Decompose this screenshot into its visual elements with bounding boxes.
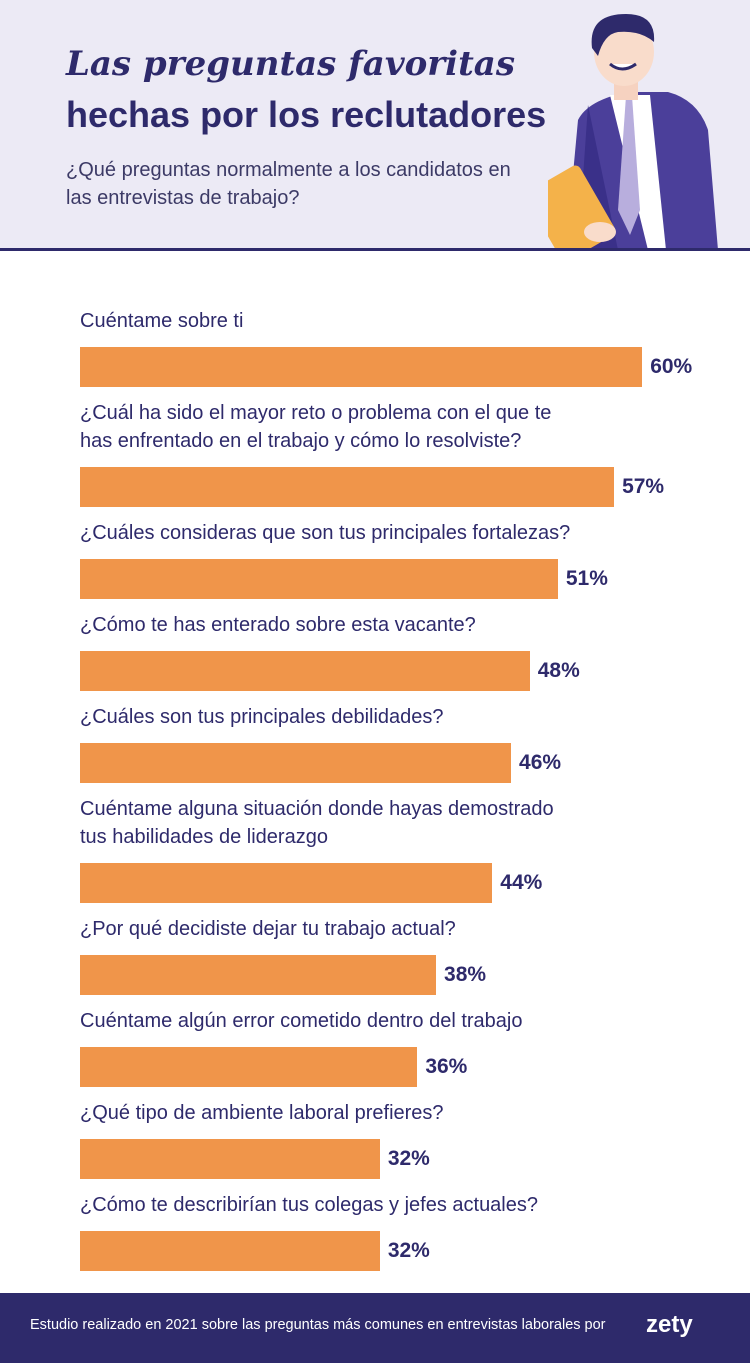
bar	[80, 651, 530, 691]
bar-row: 44%	[80, 863, 730, 903]
category-label: ¿Por qué decidiste dejar tu trabajo actu…	[80, 918, 456, 940]
bar-row: 60%	[80, 347, 730, 387]
bar-row: 32%	[80, 1139, 730, 1179]
bar-row: 38%	[80, 955, 730, 995]
chart-title: hechas por los reclutadores	[66, 94, 547, 135]
bar	[80, 743, 512, 783]
footer: Estudio realizado en 2021 sobre las preg…	[0, 1293, 750, 1363]
bar-chart: Cuéntame sobre ti 60% ¿Cuál ha sido el may…	[80, 307, 730, 1283]
value-label: 36%	[425, 1055, 468, 1078]
bar-row: 57%	[80, 467, 730, 507]
bar	[80, 467, 615, 507]
category-label: ¿Qué tipo de ambiente laboral prefieres?	[80, 1102, 444, 1124]
category-label: ¿Cómo te describirían tus colegas y jefe…	[80, 1194, 538, 1216]
value-label: 57%	[622, 475, 665, 498]
bar	[80, 1139, 380, 1179]
value-label: 60%	[650, 355, 693, 378]
value-label: 46%	[519, 751, 562, 774]
category-label: ¿Cuáles consideras que son tus principal…	[80, 522, 571, 544]
chart-title: Las preguntas favoritas	[66, 44, 515, 84]
category-label: Cuéntame sobre ti	[80, 310, 244, 332]
bar	[80, 347, 643, 387]
value-label: 44%	[500, 871, 543, 894]
bar	[80, 1231, 380, 1271]
bar	[80, 955, 437, 995]
bar	[80, 1047, 418, 1087]
value-label: 51%	[565, 567, 608, 590]
bar	[80, 863, 493, 903]
logo: zety	[646, 1311, 693, 1338]
value-label: 38%	[444, 963, 487, 986]
bar-row: 48%	[80, 651, 730, 691]
value-label: 32%	[387, 1239, 430, 1262]
bar-row: 36%	[80, 1047, 730, 1087]
bar-row: 32%	[80, 1231, 730, 1271]
value-label: 32%	[387, 1147, 430, 1170]
category-label: ¿Cuál ha sido el mayor reto o problema c…	[80, 402, 552, 452]
bar-row: 46%	[80, 743, 730, 783]
bar	[80, 559, 558, 599]
footer-text: Estudio realizado en 2021 sobre las preg…	[30, 1317, 606, 1333]
bar-row: 51%	[80, 559, 730, 599]
category-label: ¿Cómo te has enterado sobre esta vacante…	[80, 614, 476, 636]
category-label: Cuéntame algún error cometido dentro del…	[80, 1010, 523, 1032]
category-label: Cuéntame alguna situación donde hayas de…	[80, 798, 554, 848]
value-label: 48%	[537, 659, 580, 682]
header: Las preguntas favoritas hechas por los r…	[0, 0, 750, 251]
illustration	[548, 14, 718, 248]
category-label: ¿Cuáles son tus principales debilidades?	[80, 706, 444, 728]
chart-subtitle: ¿Qué preguntas normalmente a los candida…	[66, 159, 511, 209]
